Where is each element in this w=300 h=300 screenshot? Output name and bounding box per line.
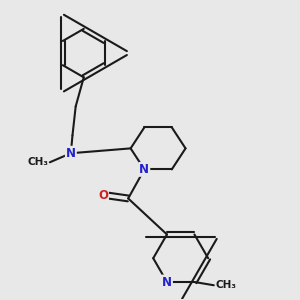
Text: CH₃: CH₃ <box>215 280 236 290</box>
Text: N: N <box>139 163 149 176</box>
Text: O: O <box>98 189 108 202</box>
Text: N: N <box>162 275 172 289</box>
Text: CH₃: CH₃ <box>27 157 48 167</box>
Text: N: N <box>66 147 76 160</box>
